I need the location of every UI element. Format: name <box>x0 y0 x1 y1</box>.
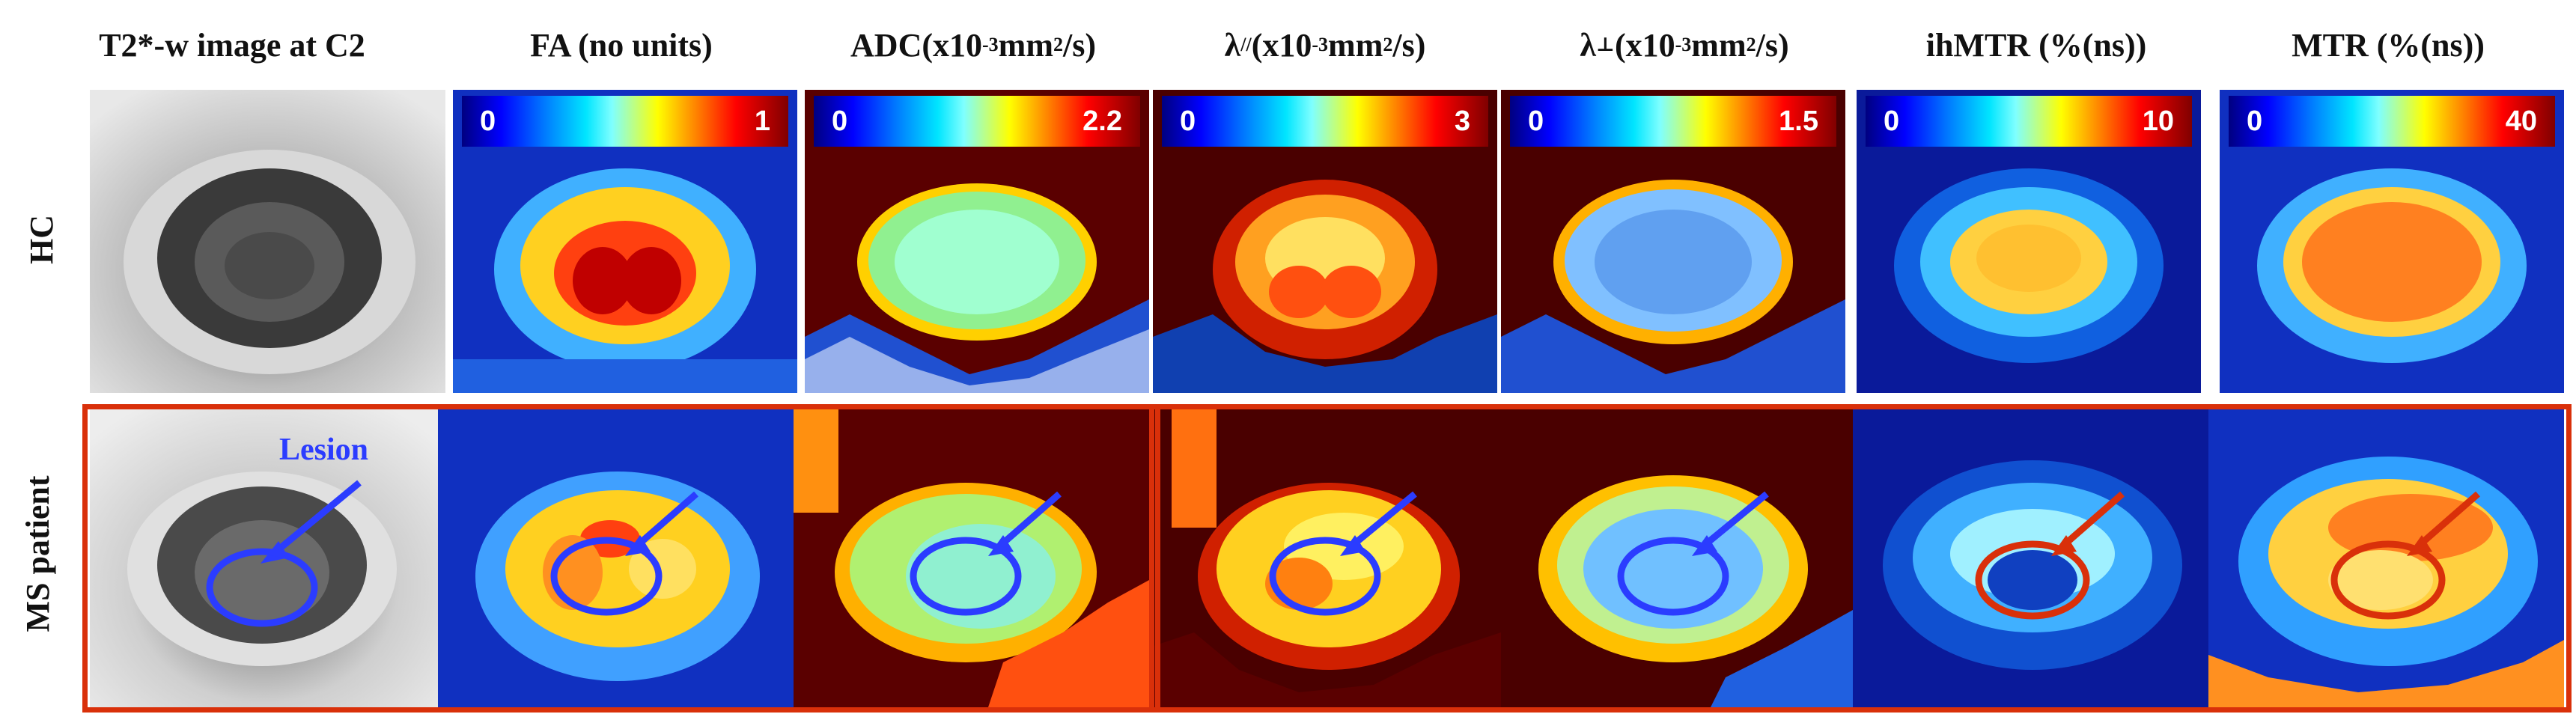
column-title-lambda-perp: λ ⊥ (x10 -3 mm 2/s) <box>1580 26 1789 64</box>
adc-colorbar: 0 2.2 <box>814 96 1140 147</box>
hc-t2-image <box>90 90 445 393</box>
column-title-ihmtr: ihMTR (%(ns)) <box>1925 26 2147 64</box>
ms-adc-map <box>794 408 1149 707</box>
lesion-label: Lesion <box>279 433 369 467</box>
ms-mtr-map <box>2208 408 2564 707</box>
row-label-hc: HC <box>22 215 60 264</box>
column-title-lambda-parallel: λ// (x10 -3 mm 2/s) <box>1224 26 1426 64</box>
ms-fa-map <box>438 408 794 707</box>
column-title-t2: T2*-w image at C2 <box>99 26 365 64</box>
lambda-perp-colorbar: 0 1.5 <box>1510 96 1836 147</box>
ms-t2-lesion-circle <box>206 548 318 627</box>
row-label-ms: MS patient <box>19 475 56 632</box>
column-title-adc: ADC(x10 -3 mm 2/s) <box>850 26 1096 64</box>
column-title-mtr: MTR (%(ns)) <box>2292 26 2485 64</box>
ms-lambda-perp-map <box>1501 408 1853 707</box>
ms-t2-image: Lesion <box>90 408 438 707</box>
hc-mtr-map: 0 40 <box>2220 90 2564 393</box>
ms-ihmtr-map <box>1853 408 2208 707</box>
hc-adc-map: 0 2.2 <box>805 90 1149 393</box>
ms-lambda-parallel-map <box>1149 408 1501 707</box>
mtr-colorbar: 0 40 <box>2229 96 2555 147</box>
ihmtr-colorbar: 0 10 <box>1866 96 2192 147</box>
hc-lambda-perp-map: 0 1.5 <box>1501 90 1845 393</box>
ms-t2-lesion-arrow <box>271 480 362 557</box>
hc-ihmtr-map: 0 10 <box>1857 90 2201 393</box>
column-title-fa: FA (no units) <box>530 26 713 64</box>
